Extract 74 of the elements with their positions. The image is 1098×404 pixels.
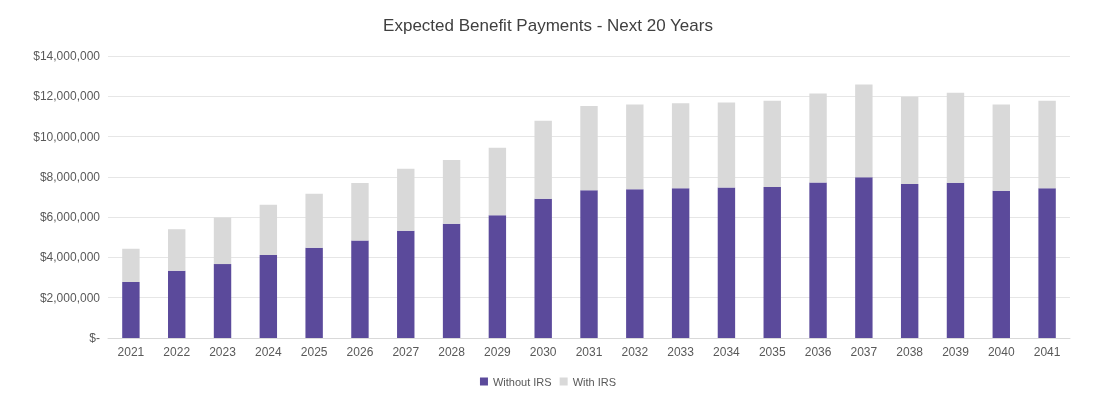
- bar: [488, 215, 507, 338]
- bar: [946, 92, 965, 183]
- bar: [305, 193, 323, 248]
- x-tick-label: 2040: [987, 345, 1015, 359]
- bar: [763, 186, 781, 338]
- x-tick-label: 2023: [209, 345, 237, 359]
- x-tick-label: 2032: [621, 345, 649, 359]
- bar: [1038, 188, 1056, 338]
- y-tick-label: $8,000,000: [39, 169, 101, 184]
- bar: [809, 93, 827, 183]
- x-tick-label: 2024: [254, 345, 282, 359]
- x-tick-label: 2021: [117, 345, 145, 359]
- bar: [534, 198, 552, 338]
- bar: [992, 104, 1010, 191]
- y-tick-label: $-: [89, 331, 100, 345]
- bar: [259, 204, 278, 256]
- x-tick-label: 2033: [667, 345, 695, 359]
- bar: [717, 102, 736, 188]
- x-tick-label: 2027: [392, 345, 420, 359]
- bar: [580, 105, 598, 191]
- x-tick-label: 2041: [1033, 345, 1061, 359]
- bar: [671, 103, 690, 189]
- bar: [213, 264, 232, 338]
- bar: [351, 183, 369, 241]
- x-tick-label: 2039: [942, 345, 970, 359]
- bar: [442, 223, 461, 338]
- bar: [900, 184, 919, 338]
- bar: [534, 120, 552, 199]
- x-tick-label: 2034: [713, 345, 741, 359]
- bar: [992, 190, 1010, 338]
- bar: [351, 240, 369, 338]
- bar: [946, 182, 965, 338]
- bar: [626, 189, 644, 338]
- bar: [168, 270, 186, 338]
- bar: [488, 147, 507, 216]
- x-tick-label: 2025: [300, 345, 328, 359]
- x-tick-label: 2029: [484, 345, 512, 359]
- bar: [168, 229, 186, 271]
- bar: [305, 247, 323, 338]
- bar: [855, 84, 873, 178]
- bar: [580, 190, 598, 338]
- bar: [122, 282, 140, 338]
- bar: [442, 159, 461, 224]
- x-tick-label: 2028: [438, 345, 466, 359]
- x-tick-label: 2031: [575, 345, 603, 359]
- bar: [763, 100, 781, 187]
- x-tick-label: 2035: [758, 345, 786, 359]
- y-tick-label: $2,000,000: [39, 290, 101, 305]
- bar: [1038, 100, 1056, 189]
- x-tick-label: 2038: [896, 345, 924, 359]
- y-tick-label: $12,000,000: [33, 89, 101, 104]
- y-tick-label: $14,000,000: [33, 49, 101, 63]
- bar: [397, 230, 415, 338]
- x-tick-label: 2026: [346, 345, 374, 359]
- x-tick-label: 2036: [804, 345, 832, 359]
- legend-label: Without IRS: [492, 375, 552, 388]
- bar: [122, 248, 140, 282]
- x-tick-label: 2030: [529, 345, 557, 359]
- bar: [717, 187, 736, 338]
- chart-title: Expected Benefit Payments - Next 20 Years: [383, 16, 713, 35]
- bar: [900, 96, 919, 185]
- bar: [397, 168, 415, 231]
- bar: [809, 182, 827, 338]
- bar: [671, 188, 690, 338]
- y-tick-label: $4,000,000: [39, 250, 101, 265]
- bar: [855, 177, 873, 338]
- y-tick-label: $10,000,000: [33, 129, 101, 144]
- x-tick-label: 2022: [163, 345, 191, 359]
- legend-label: With IRS: [572, 375, 617, 388]
- bar: [259, 255, 278, 338]
- x-tick-label: 2037: [850, 345, 878, 359]
- bar: [626, 104, 644, 190]
- y-tick-label: $6,000,000: [39, 210, 101, 225]
- bar: [213, 217, 232, 265]
